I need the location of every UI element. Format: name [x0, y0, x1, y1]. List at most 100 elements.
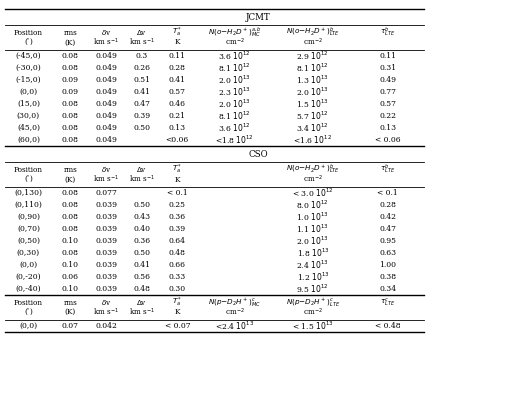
Text: $T_a^*$: $T_a^*$: [172, 296, 183, 309]
Text: 0.039: 0.039: [96, 285, 117, 293]
Text: 1.8 $10^{13}$: 1.8 $10^{13}$: [297, 247, 329, 259]
Text: 0.34: 0.34: [379, 285, 397, 293]
Text: 2.0 $10^{13}$: 2.0 $10^{13}$: [218, 98, 251, 110]
Text: 0.57: 0.57: [169, 88, 186, 96]
Text: (0,130): (0,130): [14, 189, 42, 197]
Text: 0.64: 0.64: [169, 237, 186, 245]
Text: < 0.06: < 0.06: [375, 136, 401, 144]
Text: < 3.0 $10^{12}$: < 3.0 $10^{12}$: [292, 187, 333, 199]
Text: 1.00: 1.00: [379, 261, 396, 269]
Text: (K): (K): [65, 308, 76, 316]
Text: K: K: [175, 38, 180, 47]
Text: km s$^{-1}$: km s$^{-1}$: [94, 307, 119, 318]
Text: $T_a^*$: $T_a^*$: [172, 26, 183, 39]
Text: 0.51: 0.51: [133, 76, 150, 84]
Text: 2.0 $10^{13}$: 2.0 $10^{13}$: [296, 235, 329, 247]
Text: K: K: [175, 175, 180, 184]
Text: $\Delta$v: $\Delta$v: [136, 165, 147, 174]
Text: 0.10: 0.10: [62, 261, 79, 269]
Text: (-45,0): (-45,0): [16, 52, 41, 60]
Text: rms: rms: [64, 29, 77, 37]
Text: 1.3 $10^{13}$: 1.3 $10^{13}$: [296, 74, 329, 86]
Text: 0.49: 0.49: [379, 76, 396, 84]
Text: 0.30: 0.30: [169, 285, 186, 293]
Text: 0.50: 0.50: [133, 201, 150, 209]
Text: 2.3 $10^{13}$: 2.3 $10^{13}$: [218, 86, 251, 98]
Text: 0.039: 0.039: [96, 213, 117, 221]
Text: $\delta$v: $\delta$v: [101, 165, 112, 174]
Text: 0.41: 0.41: [133, 261, 150, 269]
Text: 0.08: 0.08: [62, 136, 79, 144]
Text: (K): (K): [65, 38, 76, 47]
Text: 0.049: 0.049: [96, 52, 117, 60]
Text: $\delta$v: $\delta$v: [101, 298, 112, 307]
Text: $\Delta$v: $\Delta$v: [136, 298, 147, 307]
Text: cm$^{-2}$: cm$^{-2}$: [225, 307, 245, 318]
Text: 2.0 $10^{13}$: 2.0 $10^{13}$: [218, 74, 251, 86]
Text: $N(p{-}D_2H^+)^{c}_{LTE}$: $N(p{-}D_2H^+)^{c}_{LTE}$: [286, 296, 340, 309]
Text: 0.11: 0.11: [169, 52, 186, 60]
Text: (0,70): (0,70): [17, 225, 40, 233]
Text: 0.50: 0.50: [133, 249, 150, 257]
Text: km s$^{-1}$: km s$^{-1}$: [129, 307, 155, 318]
Text: 0.049: 0.049: [96, 136, 117, 144]
Text: 0.95: 0.95: [379, 237, 396, 245]
Text: 0.08: 0.08: [62, 201, 79, 209]
Text: $T_a^*$: $T_a^*$: [172, 163, 183, 176]
Text: <2.4 $10^{13}$: <2.4 $10^{13}$: [215, 319, 254, 332]
Text: 0.31: 0.31: [379, 64, 397, 72]
Text: km s$^{-1}$: km s$^{-1}$: [129, 174, 155, 185]
Text: 0.28: 0.28: [169, 64, 186, 72]
Text: km s$^{-1}$: km s$^{-1}$: [94, 174, 119, 185]
Text: (K): (K): [65, 175, 76, 184]
Text: 0.08: 0.08: [62, 100, 79, 108]
Text: 3.6 $10^{12}$: 3.6 $10^{12}$: [218, 122, 251, 134]
Text: (-30,0): (-30,0): [16, 64, 41, 72]
Text: 0.08: 0.08: [62, 225, 79, 233]
Text: (0,0): (0,0): [19, 88, 38, 96]
Text: 0.08: 0.08: [62, 249, 79, 257]
Text: 0.077: 0.077: [96, 189, 117, 197]
Text: 1.1 $10^{13}$: 1.1 $10^{13}$: [296, 223, 329, 235]
Text: 0.46: 0.46: [169, 100, 186, 108]
Text: ($^{''}$): ($^{''}$): [24, 174, 33, 185]
Text: 0.049: 0.049: [96, 124, 117, 132]
Text: CSO: CSO: [249, 150, 268, 159]
Text: 0.11: 0.11: [379, 52, 396, 60]
Text: < 0.1: < 0.1: [377, 189, 398, 197]
Text: km s$^{-1}$: km s$^{-1}$: [129, 37, 155, 48]
Text: (15,0): (15,0): [17, 100, 40, 108]
Text: 0.39: 0.39: [169, 225, 186, 233]
Text: 0.43: 0.43: [133, 213, 150, 221]
Text: (0,110): (0,110): [14, 201, 42, 209]
Text: 0.22: 0.22: [379, 112, 396, 120]
Text: < 1.5 $10^{13}$: < 1.5 $10^{13}$: [292, 319, 333, 332]
Text: 0.08: 0.08: [62, 52, 79, 60]
Text: 0.09: 0.09: [62, 88, 79, 96]
Text: Position: Position: [14, 29, 43, 37]
Text: (30,0): (30,0): [17, 112, 40, 120]
Text: 0.3: 0.3: [135, 52, 148, 60]
Text: 0.039: 0.039: [96, 261, 117, 269]
Text: <1.8 $10^{12}$: <1.8 $10^{12}$: [216, 134, 254, 146]
Text: $\Delta$v: $\Delta$v: [136, 28, 147, 37]
Text: 0.41: 0.41: [133, 88, 150, 96]
Text: ($^{''}$): ($^{''}$): [24, 37, 33, 48]
Text: 0.039: 0.039: [96, 201, 117, 209]
Text: K: K: [175, 308, 180, 316]
Text: 2.4 $10^{13}$: 2.4 $10^{13}$: [296, 259, 329, 271]
Text: 0.48: 0.48: [169, 249, 186, 257]
Text: 0.08: 0.08: [62, 124, 79, 132]
Text: 0.26: 0.26: [133, 64, 150, 72]
Text: (0,50): (0,50): [17, 237, 40, 245]
Text: 1.2 $10^{13}$: 1.2 $10^{13}$: [297, 271, 329, 283]
Text: 0.33: 0.33: [169, 273, 186, 281]
Text: (-15,0): (-15,0): [16, 76, 41, 84]
Text: (0,0): (0,0): [19, 261, 38, 269]
Text: $N(o{-}H_2D^+)^{b}_{LTE}$: $N(o{-}H_2D^+)^{b}_{LTE}$: [286, 26, 340, 39]
Text: 0.10: 0.10: [62, 237, 79, 245]
Text: cm$^{-2}$: cm$^{-2}$: [303, 37, 323, 48]
Text: 0.039: 0.039: [96, 225, 117, 233]
Text: 0.66: 0.66: [169, 261, 186, 269]
Text: < 0.1: < 0.1: [167, 189, 188, 197]
